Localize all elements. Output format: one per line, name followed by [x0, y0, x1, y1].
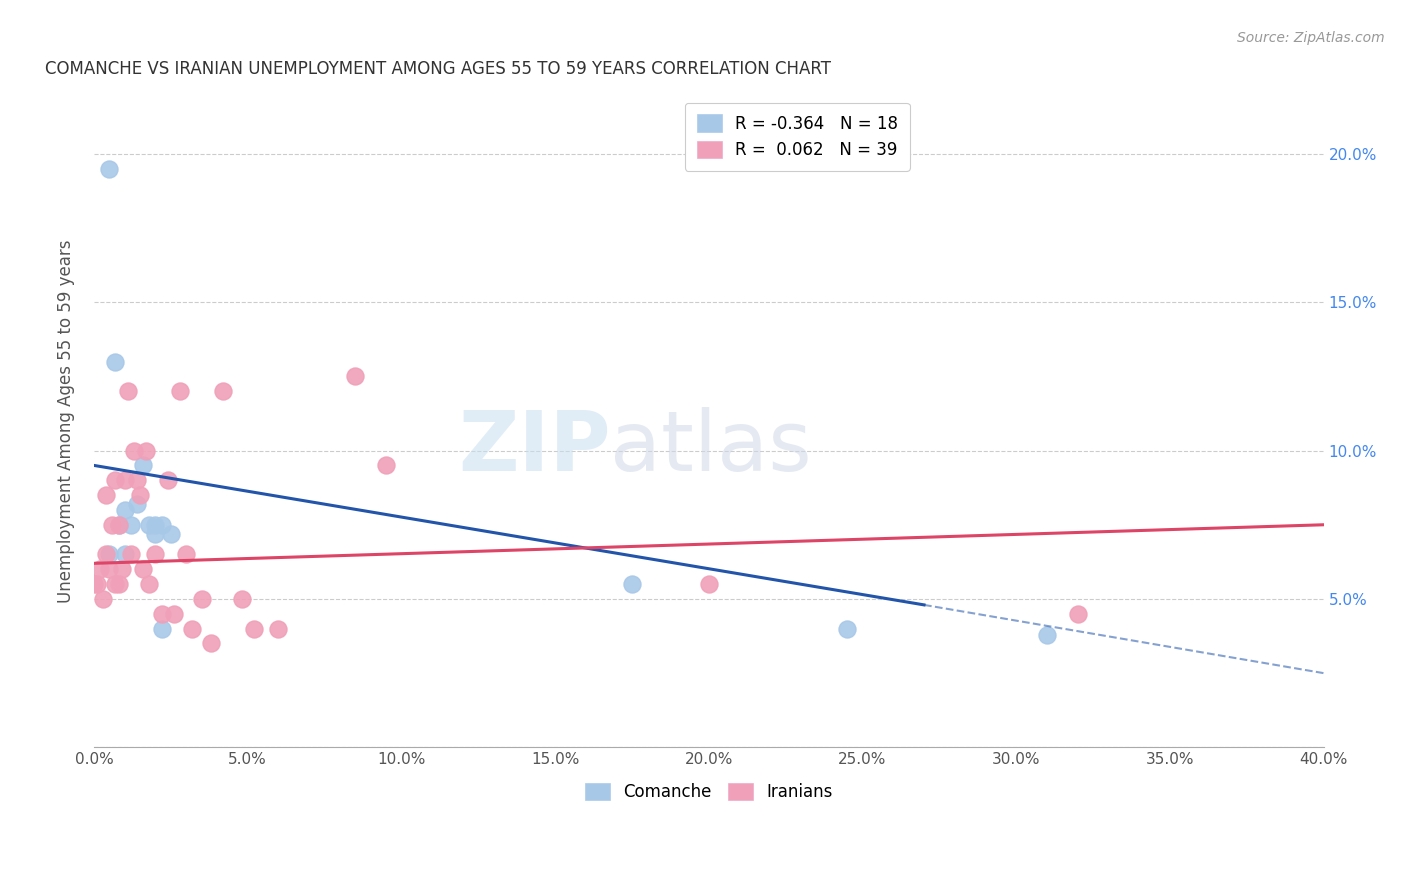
Point [169, 384, 191, 399]
Point [837, 622, 859, 636]
Point [110, 562, 132, 576]
Point [83, 577, 105, 591]
Y-axis label: Unemployment Among Ages 55 to 59 years: Unemployment Among Ages 55 to 59 years [58, 239, 75, 603]
Point [620, 577, 643, 591]
Legend: Comanche, Iranians: Comanche, Iranians [575, 772, 842, 811]
Point [150, 607, 173, 621]
Point [86, 577, 108, 591]
Point [181, 622, 204, 636]
Text: COMANCHE VS IRANIAN UNEMPLOYMENT AMONG AGES 55 TO 59 YEARS CORRELATION CHART: COMANCHE VS IRANIAN UNEMPLOYMENT AMONG A… [45, 60, 831, 78]
Point [138, 577, 160, 591]
Point [98, 548, 121, 562]
Point [150, 517, 173, 532]
Point [114, 473, 136, 487]
Point [267, 622, 290, 636]
Point [174, 548, 197, 562]
Point [1067, 607, 1090, 621]
Point [200, 636, 222, 650]
Point [697, 577, 720, 591]
Point [120, 548, 142, 562]
Point [96, 548, 118, 562]
Point [107, 517, 129, 532]
Point [344, 369, 367, 384]
Point [114, 503, 136, 517]
Point [98, 161, 121, 176]
Point [150, 622, 173, 636]
Point [107, 517, 129, 532]
Point [375, 458, 398, 473]
Point [117, 384, 139, 399]
Point [122, 443, 145, 458]
Point [156, 473, 179, 487]
Point [132, 458, 155, 473]
Point [104, 473, 127, 487]
Text: atlas: atlas [610, 407, 813, 488]
Point [107, 577, 129, 591]
Point [212, 384, 235, 399]
Point [243, 622, 266, 636]
Point [129, 488, 152, 502]
Point [163, 607, 186, 621]
Point [190, 591, 212, 606]
Point [104, 354, 127, 368]
Point [114, 548, 136, 562]
Point [231, 591, 253, 606]
Point [98, 562, 121, 576]
Point [125, 497, 148, 511]
Point [145, 526, 167, 541]
Point [120, 517, 142, 532]
Point [145, 548, 167, 562]
Point [101, 517, 124, 532]
Point [89, 562, 111, 576]
Point [91, 591, 114, 606]
Point [96, 488, 118, 502]
Point [145, 517, 167, 532]
Point [1036, 627, 1059, 641]
Point [125, 473, 148, 487]
Point [135, 443, 157, 458]
Text: ZIP: ZIP [458, 407, 610, 488]
Point [138, 517, 160, 532]
Point [132, 562, 155, 576]
Point [104, 577, 127, 591]
Point [159, 526, 181, 541]
Text: Source: ZipAtlas.com: Source: ZipAtlas.com [1237, 31, 1385, 45]
